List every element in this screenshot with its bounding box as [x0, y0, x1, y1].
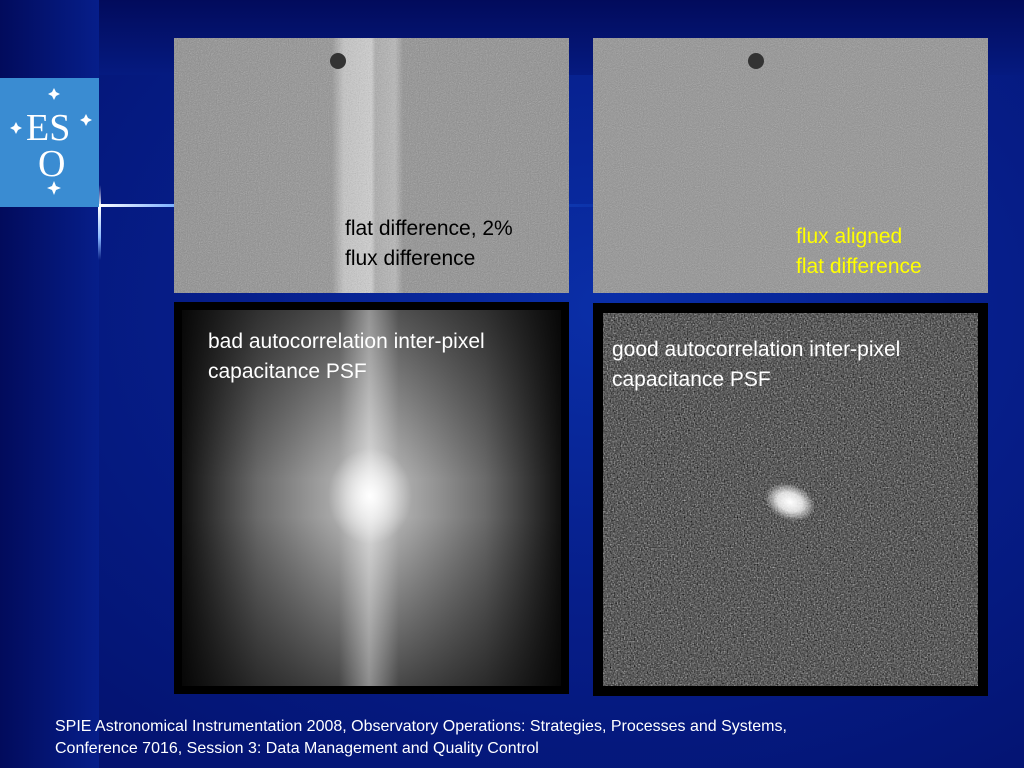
star-icon — [10, 88, 92, 195]
logo-text-es: ES — [26, 107, 70, 149]
eso-logo-mark: ES O — [10, 88, 92, 195]
vertical-rule — [98, 185, 101, 260]
noise-image-top-left — [174, 38, 569, 293]
dust-spot — [748, 53, 764, 69]
logo-text-o: O — [38, 143, 65, 185]
caption-bad-autocorrelation: bad autocorrelation inter-pixel capacita… — [208, 330, 485, 383]
footer-citation: SPIE Astronomical Instrumentation 2008, … — [55, 718, 787, 757]
good-autocorrelation-image: good autocorrelation inter-pixel capacit… — [593, 303, 988, 696]
eso-logo: ES O — [0, 78, 99, 207]
psf-image-good — [603, 313, 978, 686]
bad-autocorrelation-image: bad autocorrelation inter-pixel capacita… — [174, 302, 569, 694]
caption-good-autocorrelation: good autocorrelation inter-pixel capacit… — [612, 338, 901, 391]
caption-flat-difference: flat difference, 2% flux difference — [345, 217, 513, 270]
psf-core — [328, 448, 412, 544]
caption-flux-aligned: flux aligned flat difference — [796, 225, 922, 278]
noise-image-top-right — [593, 38, 988, 293]
dust-spot — [330, 53, 346, 69]
flux-aligned-image: flux aligned flat difference — [593, 38, 988, 293]
flat-difference-image: flat difference, 2% flux difference — [174, 38, 569, 293]
psf-core — [764, 482, 816, 522]
psf-image-bad — [182, 310, 561, 686]
